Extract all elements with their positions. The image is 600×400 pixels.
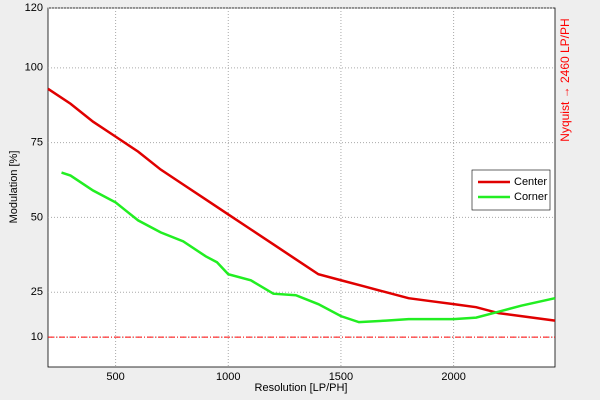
x-tick-label: 1500 [329, 371, 353, 383]
x-axis-label: Resolution [LP/PH] [255, 382, 348, 394]
series-line [61, 171, 556, 324]
y-axis-label: Modulation [%] [8, 151, 20, 224]
legend-label: Corner [514, 191, 548, 203]
y-tick-label: 25 [31, 286, 43, 298]
y-tick-label: 120 [25, 2, 43, 14]
legend-box [471, 169, 551, 211]
x-tick-label: 500 [106, 371, 124, 383]
y-tick-label: 75 [31, 137, 43, 149]
y-tick-label: 100 [25, 62, 43, 74]
y-tick-label: 50 [31, 211, 43, 223]
nyquist-annotation: Nyquist → 2460 LP/PH [558, 18, 572, 141]
series-line [47, 87, 556, 322]
legend-label: Center [514, 176, 547, 188]
x-tick-label: 1000 [216, 371, 240, 383]
x-tick-label: 2000 [441, 371, 465, 383]
y-tick-label: 10 [31, 331, 43, 343]
